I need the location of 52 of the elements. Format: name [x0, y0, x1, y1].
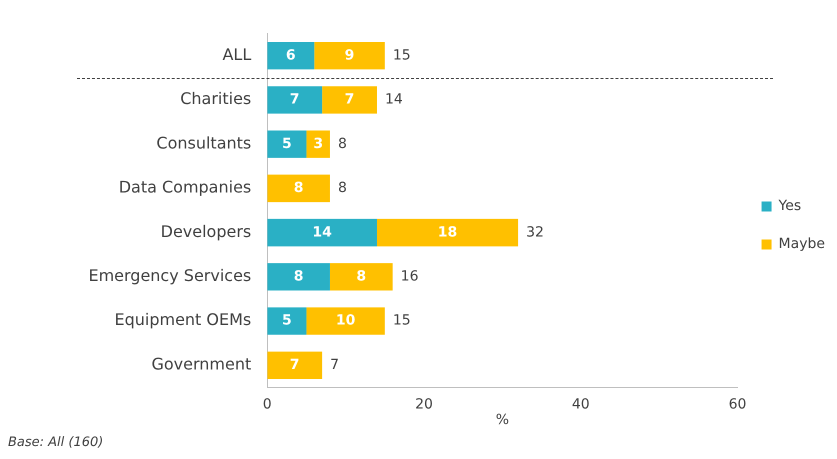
y-tick-label: Charities — [180, 89, 252, 108]
bar — [376, 218, 518, 246]
data-label: 18 — [438, 224, 458, 240]
data-label: 8 — [294, 180, 304, 196]
y-tick-label: Consultants — [156, 133, 252, 152]
text: Base: All (160) — [8, 435, 104, 450]
bar — [267, 307, 306, 335]
total-label: 16 — [400, 268, 419, 284]
data-label: 9 — [344, 47, 354, 64]
total-label: 32 — [526, 224, 544, 240]
y-tick-label: Data Companies — [118, 178, 252, 197]
total-label: 8 — [338, 136, 347, 152]
y-tick-label: Equipment OEMs — [114, 310, 252, 330]
total-label: 14 — [384, 92, 403, 108]
bar — [314, 42, 385, 70]
data-label: 5 — [282, 136, 292, 152]
total-label: 15 — [392, 47, 411, 64]
x-tick-label: 60 — [728, 396, 746, 412]
x-tick-label: 0 — [262, 396, 272, 412]
x-tick-label: 20 — [415, 396, 433, 412]
bar — [306, 130, 330, 158]
data-label: 3 — [313, 136, 324, 152]
x-tick-label: 40 — [572, 396, 590, 412]
bar — [267, 218, 377, 246]
legend-label: Maybe — [778, 236, 826, 252]
y-tick-label: Emergency Services — [88, 266, 252, 285]
bar — [267, 86, 322, 114]
bar — [306, 307, 385, 335]
data-label: 8 — [294, 268, 304, 284]
bar — [267, 352, 322, 379]
data-label: 14 — [312, 224, 332, 240]
total-label: 8 — [338, 180, 347, 196]
data-label: 5 — [282, 312, 292, 329]
data-label: 7 — [290, 92, 300, 108]
y-tick-label: Government — [151, 354, 252, 374]
data-label: 7 — [290, 356, 300, 373]
y-tick-label: ALL — [222, 44, 252, 64]
total-label: 15 — [392, 312, 411, 329]
legend-label: Yes — [778, 198, 802, 214]
bar — [330, 263, 393, 291]
bar — [267, 42, 314, 70]
bar — [267, 263, 330, 291]
data-label: 8 — [356, 268, 366, 284]
data-label: 7 — [344, 92, 354, 108]
bar — [267, 174, 330, 202]
data-label: 6 — [286, 47, 296, 64]
total-label: 7 — [330, 356, 340, 373]
y-tick-label: Developers — [160, 222, 252, 241]
bar — [322, 86, 377, 114]
data-label: 10 — [336, 312, 356, 329]
x-axis-title: % — [496, 412, 510, 428]
bar — [267, 130, 306, 158]
